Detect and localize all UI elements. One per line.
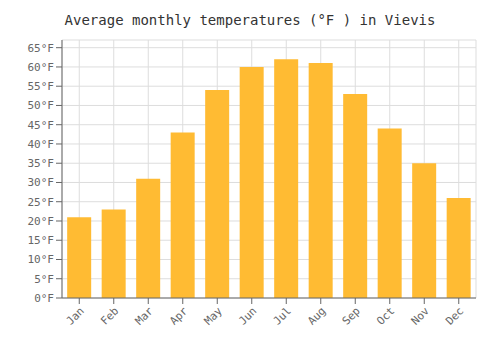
svg-text:45°F: 45°F [28, 119, 55, 132]
svg-text:Feb: Feb [98, 304, 121, 327]
svg-text:Apr: Apr [167, 304, 191, 328]
svg-text:Aug: Aug [305, 304, 328, 327]
svg-text:0°F: 0°F [34, 292, 54, 305]
svg-text:Jan: Jan [64, 304, 87, 327]
svg-text:Nov: Nov [409, 304, 433, 328]
svg-text:Jul: Jul [271, 304, 294, 327]
svg-text:May: May [202, 304, 226, 328]
svg-text:15°F: 15°F [28, 234, 55, 247]
svg-text:5°F: 5°F [34, 273, 54, 286]
svg-text:Dec: Dec [443, 304, 466, 327]
svg-text:Sep: Sep [340, 304, 363, 327]
svg-text:65°F: 65°F [28, 42, 55, 55]
html-text:Average monthly temperatures (: Average monthly temperatures (°F ) in Vi… [64, 12, 436, 28]
svg-text:40°F: 40°F [28, 138, 55, 151]
svg-text:10°F: 10°F [28, 253, 55, 266]
svg-text:50°F: 50°F [28, 99, 55, 112]
svg-text:55°F: 55°F [28, 80, 55, 93]
svg-text:Oct: Oct [374, 304, 397, 327]
svg-text:25°F: 25°F [28, 196, 55, 209]
svg-text:Mar: Mar [133, 304, 157, 328]
svg-text:Jun: Jun [236, 304, 259, 327]
svg-text:30°F: 30°F [28, 176, 55, 189]
svg-text:35°F: 35°F [28, 157, 55, 170]
svg-text:20°F: 20°F [28, 215, 55, 228]
svg-text:60°F: 60°F [28, 61, 55, 74]
